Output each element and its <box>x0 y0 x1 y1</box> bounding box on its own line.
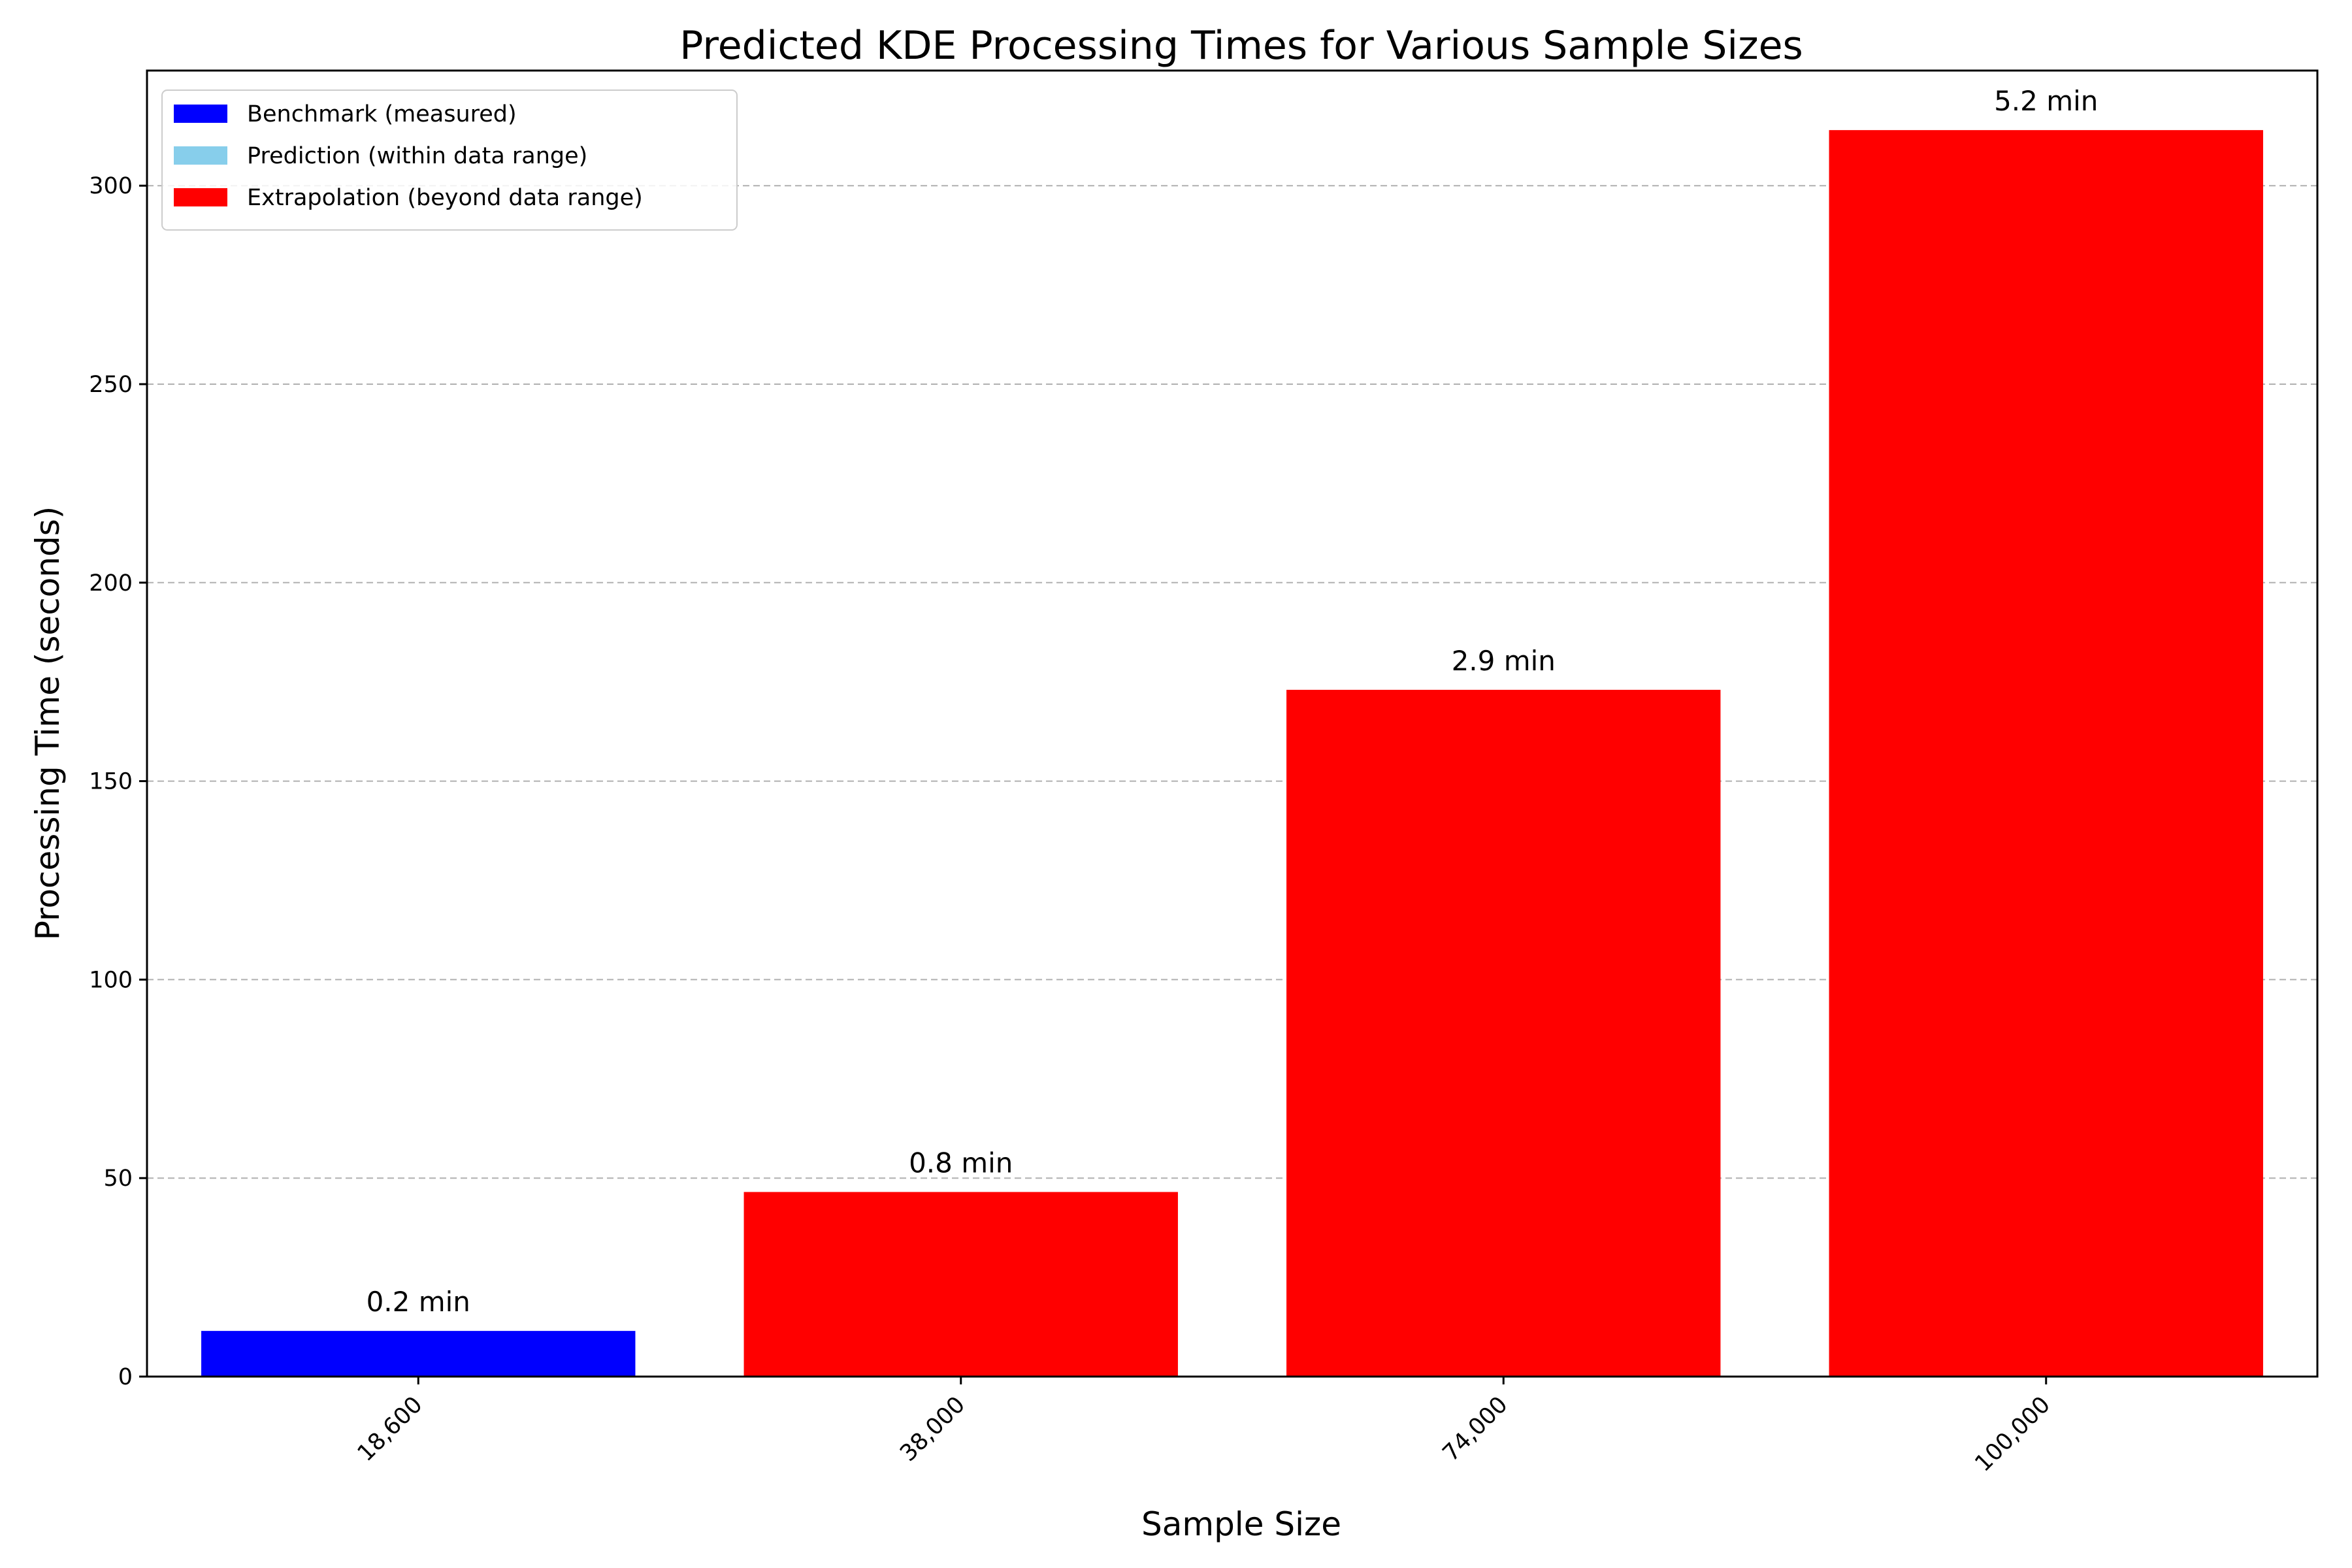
y-axis: 0 50 100 150 200 250 300 <box>89 173 147 1390</box>
legend-label: Benchmark (measured) <box>247 101 517 127</box>
bar-value-label: 5.2 min <box>1994 85 2098 117</box>
bar <box>1286 689 1721 1377</box>
x-tick-label: 100,000 <box>1970 1392 2055 1477</box>
bar-layer: 0.2 min 0.8 min 2.9 min 5.2 min <box>201 85 2263 1377</box>
legend-swatch <box>174 105 227 123</box>
y-tick-label: 100 <box>89 967 133 993</box>
legend-swatch <box>174 146 227 165</box>
bar-value-label: 0.8 min <box>909 1147 1013 1179</box>
x-tick-label: 38,000 <box>895 1392 970 1467</box>
plot-frame <box>146 69 2319 1378</box>
x-axis: 18,600 38,000 74,000 100,000 <box>353 1377 2055 1477</box>
bar <box>743 1192 1178 1377</box>
legend-swatch <box>174 188 227 206</box>
y-axis-label: Processing Time (seconds) <box>29 506 67 941</box>
legend-label: Extrapolation (beyond data range) <box>247 185 643 211</box>
y-tick-label: 200 <box>89 570 133 596</box>
bar <box>201 1331 636 1377</box>
legend-label: Prediction (within data range) <box>247 143 587 169</box>
y-tick-label: 250 <box>89 372 133 398</box>
y-tick-label: 150 <box>89 769 133 795</box>
x-tick-label: 74,000 <box>1438 1392 1513 1467</box>
bar-value-label: 2.9 min <box>1452 645 1556 677</box>
bar-value-label: 0.2 min <box>367 1286 470 1318</box>
chart-title: Predicted KDE Processing Times for Vario… <box>679 23 1803 69</box>
y-tick-label: 50 <box>103 1166 133 1192</box>
y-tick-label: 300 <box>89 173 133 199</box>
x-axis-label: Sample Size <box>1141 1505 1341 1543</box>
legend-frame <box>161 90 738 231</box>
legend: Benchmark (measured) Prediction (within d… <box>161 90 738 231</box>
bar <box>1829 130 2263 1377</box>
y-tick-label: 0 <box>118 1364 133 1390</box>
x-tick-label: 18,600 <box>353 1392 428 1467</box>
